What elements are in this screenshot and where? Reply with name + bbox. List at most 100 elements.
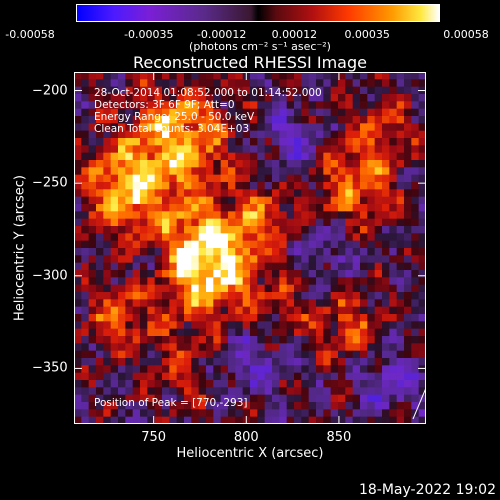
heatmap-cell <box>81 196 90 205</box>
heatmap-cell <box>176 248 185 256</box>
heatmap-cell <box>272 248 280 256</box>
heatmap-cell <box>206 306 214 315</box>
heatmap-cell <box>118 108 126 117</box>
heatmap-cell <box>125 248 134 256</box>
heatmap-cell <box>242 204 251 212</box>
heatmap-cell <box>110 248 119 256</box>
heatmap-cell <box>88 189 97 198</box>
heatmap-cell <box>279 328 288 337</box>
heatmap-cell <box>389 218 398 227</box>
heatmap-cell <box>147 299 156 308</box>
heatmap-cell <box>110 160 119 168</box>
heatmap-cell <box>162 336 170 344</box>
heatmap-cell <box>323 240 332 249</box>
heatmap-cell <box>162 416 170 424</box>
heatmap-cell <box>272 416 280 424</box>
y-tick-label: −250 <box>32 175 68 191</box>
heatmap-cell <box>125 196 134 205</box>
heatmap-cell <box>198 336 207 344</box>
heatmap-cell <box>103 306 112 315</box>
heatmap-cell <box>345 409 354 418</box>
heatmap-cell <box>360 328 368 337</box>
heatmap-cell <box>81 321 90 330</box>
heatmap-cell <box>96 116 104 124</box>
heatmap-cell <box>228 409 236 418</box>
heatmap-cell <box>411 189 420 198</box>
heatmap-cell <box>316 365 324 374</box>
heatmap-cell <box>404 262 412 271</box>
heatmap-cell <box>301 394 310 403</box>
heatmap-cell <box>323 101 332 110</box>
heatmap-cell <box>198 116 207 124</box>
heatmap-cell <box>382 284 390 293</box>
heatmap-cell <box>264 416 273 424</box>
heatmap-cell <box>286 372 295 381</box>
heatmap-cell <box>132 409 141 418</box>
heatmap-cell <box>132 226 141 234</box>
heatmap-cell <box>74 394 82 403</box>
heatmap-cell <box>308 226 317 234</box>
heatmap-cell <box>382 182 390 190</box>
heatmap-cell <box>206 270 214 278</box>
heatmap-cell <box>74 233 82 242</box>
heatmap-cell <box>272 358 280 366</box>
heatmap-cell <box>81 167 90 176</box>
heatmap-cell <box>257 167 266 176</box>
heatmap-cell <box>360 130 368 139</box>
heatmap-cell <box>132 72 141 80</box>
heatmap-cell <box>330 314 339 322</box>
heatmap-cell <box>103 152 112 161</box>
heatmap-cell <box>110 299 119 308</box>
heatmap-cell <box>140 277 148 286</box>
heatmap-cell <box>264 167 273 176</box>
heatmap-cell <box>162 314 170 322</box>
heatmap-cell <box>404 116 412 124</box>
heatmap-cell <box>323 409 332 418</box>
heatmap-cell <box>220 394 229 403</box>
heatmap-cell <box>147 262 156 271</box>
heatmap-cell <box>125 416 134 424</box>
heatmap-cell <box>140 314 148 322</box>
heatmap-cell <box>81 284 90 293</box>
heatmap-cell <box>213 248 222 256</box>
heatmap-cell <box>154 350 163 359</box>
heatmap-cell <box>411 182 420 190</box>
heatmap-cell <box>169 160 178 168</box>
heatmap-cell <box>140 394 148 403</box>
heatmap-cell <box>338 358 346 366</box>
heatmap-cell <box>74 108 82 117</box>
heatmap-cell <box>404 240 412 249</box>
heatmap-cell <box>396 409 405 418</box>
heatmap-cell <box>352 409 361 418</box>
heatmap-cell <box>125 306 134 315</box>
heatmap-cell <box>294 284 302 293</box>
heatmap-cell <box>110 358 119 366</box>
heatmap-cell <box>250 79 258 88</box>
heatmap-cell <box>250 321 258 330</box>
heatmap-cell <box>294 270 302 278</box>
heatmap-cell <box>96 130 104 139</box>
heatmap-cell <box>257 416 266 424</box>
heatmap-cell <box>272 145 280 154</box>
heatmap-cell <box>367 152 376 161</box>
heatmap-cell <box>308 211 317 220</box>
heatmap-cell <box>338 218 346 227</box>
heatmap-cell <box>110 204 119 212</box>
heatmap-cell <box>286 380 295 388</box>
heatmap-cell <box>286 284 295 293</box>
heatmap-cell <box>169 262 178 271</box>
heatmap-cell <box>323 402 332 410</box>
heatmap-cell <box>103 350 112 359</box>
heatmap-cell <box>418 167 426 176</box>
heatmap-cell <box>418 248 426 256</box>
heatmap-cell <box>367 394 376 403</box>
heatmap-cell <box>382 262 390 271</box>
heatmap-cell <box>411 226 420 234</box>
heatmap-cell <box>264 116 273 124</box>
heatmap-cell <box>294 226 302 234</box>
heatmap-cell <box>352 72 361 80</box>
heatmap-cell <box>345 306 354 315</box>
heatmap-cell <box>389 380 398 388</box>
heatmap-cell <box>404 218 412 227</box>
heatmap-cell <box>191 145 200 154</box>
